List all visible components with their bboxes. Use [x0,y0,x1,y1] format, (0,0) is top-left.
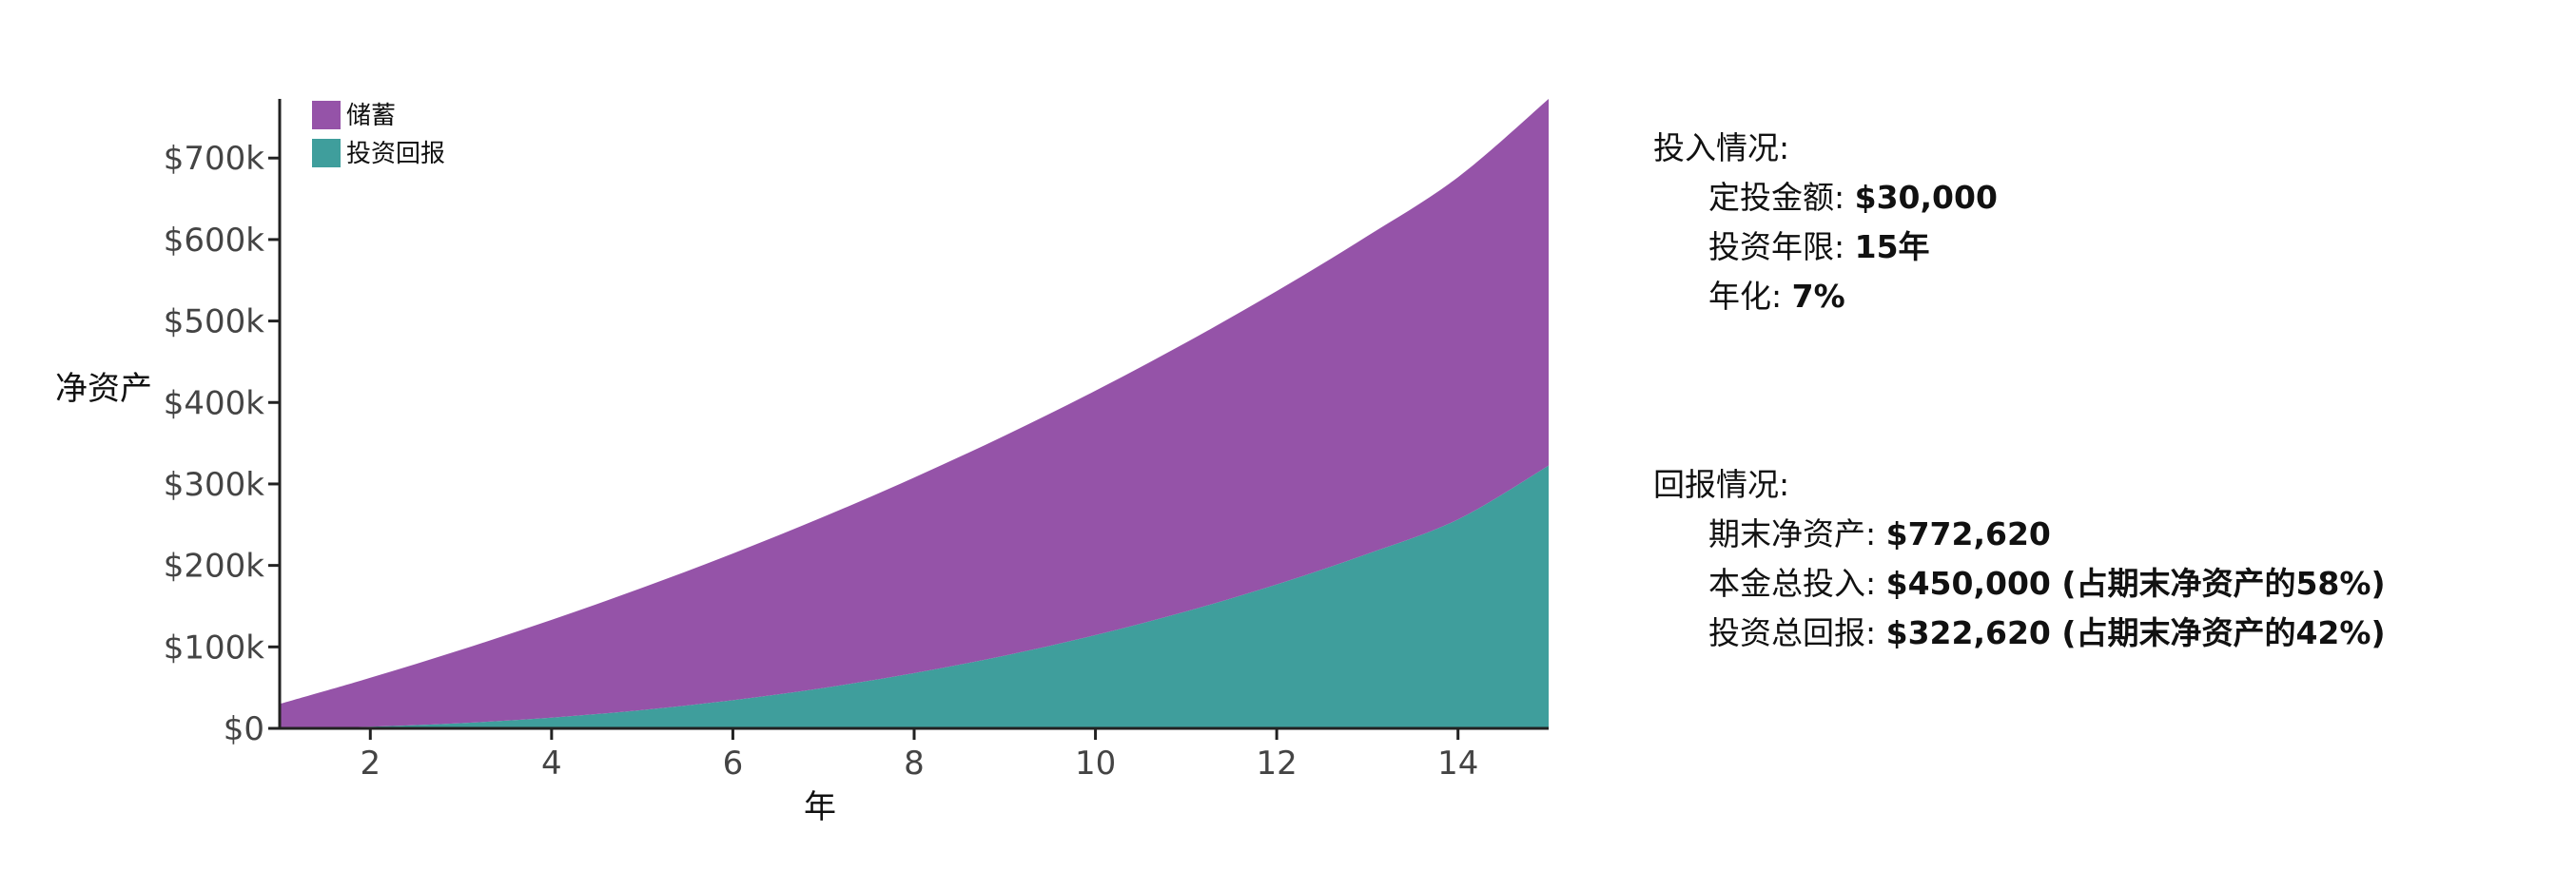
y-tick-label: $300k [164,466,265,504]
x-tick-label: 8 [904,745,925,783]
area-series-savings [280,99,1549,728]
legend-label: 投资回报 [346,140,445,168]
area-series-returns [280,465,1549,728]
y-tick-label: $0 [224,710,264,748]
gain-value: $322,620 (占期末净资产的42%) [1885,614,2386,651]
rate-label: 年化: [1708,278,1783,315]
y-tick-label: $700k [164,140,265,178]
legend-label: 储蓄 [346,102,396,130]
inputs-section: 投入情况: 定投金额: $30,000 投资年限: 15年 年化: 7% [1653,124,2547,321]
monthly-amount-row: 定投金额: $30,000 [1653,173,2547,223]
returns-title: 回报情况: [1653,466,1790,503]
rate-value: 7% [1791,278,1845,315]
years-value: 15年 [1854,228,1930,265]
x-tick-label: 2 [360,745,381,783]
x-tick-label: 10 [1075,745,1116,783]
gain-row: 投资总回报: $322,620 (占期末净资产的42%) [1653,609,2547,658]
gain-label: 投资总回报: [1708,614,1877,651]
legend-swatch [312,139,341,167]
principal-value: $450,000 (占期末净资产的58%) [1885,565,2386,602]
x-tick-label: 4 [541,745,562,783]
x-tick-label: 14 [1437,745,1478,783]
monthly-amount-label: 定投金额: [1708,179,1845,216]
y-axis-title: 净资产 [55,370,152,408]
principal-label: 本金总投入: [1708,565,1877,602]
rate-row: 年化: 7% [1653,272,2547,321]
x-tick-label: 12 [1257,745,1298,783]
monthly-amount-value: $30,000 [1854,179,1998,216]
x-tick-label: 6 [723,745,744,783]
returns-section: 回报情况: 期末净资产: $772,620 本金总投入: $450,000 (占… [1653,460,2547,658]
y-tick-label: $400k [164,384,265,422]
info-panel: 投入情况: 定投金额: $30,000 投资年限: 15年 年化: 7% 回报情… [1653,124,2547,658]
networth-row: 期末净资产: $772,620 [1653,510,2547,559]
principal-row: 本金总投入: $450,000 (占期末净资产的58%) [1653,559,2547,609]
legend-swatch [312,101,341,129]
y-tick-label: $500k [164,303,265,341]
y-tick-label: $100k [164,629,265,667]
x-axis-title: 年 [804,788,836,826]
y-tick-label: $600k [164,222,265,260]
networth-value: $772,620 [1885,515,2051,552]
y-tick-label: $200k [164,548,265,586]
years-row: 投资年限: 15年 [1653,223,2547,272]
networth-label: 期末净资产: [1708,515,1877,552]
years-label: 投资年限: [1708,228,1845,265]
inputs-title: 投入情况: [1653,129,1790,166]
stacked-area-chart: $0 $100k $200k $300k $400k $500k $600k $700k 2 4… [55,99,1549,826]
